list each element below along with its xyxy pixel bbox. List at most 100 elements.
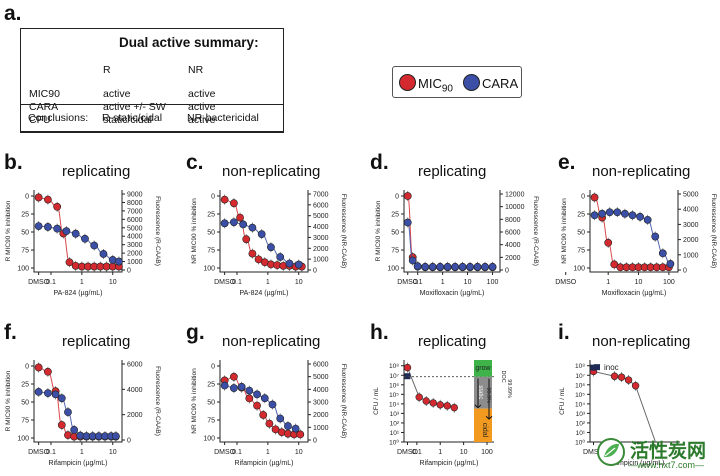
summary-row-nr: active	[188, 101, 216, 113]
cfu-point	[436, 401, 444, 409]
y-tick-label: 75	[207, 248, 215, 255]
cara-point	[605, 208, 614, 217]
y-tick-label: 25	[577, 212, 585, 219]
summary-col-r: R	[103, 64, 111, 76]
mic90-point	[43, 367, 52, 376]
y-tick-label: 100	[17, 266, 29, 273]
cara-point	[651, 232, 660, 241]
y-tick-label: 10⁸	[575, 363, 585, 370]
axis-frame	[589, 360, 680, 443]
cara-point	[466, 262, 474, 271]
y-tick-label: 25	[391, 212, 399, 219]
panel-label-d: d.	[370, 151, 389, 174]
y2-tick-label: 0	[127, 268, 131, 275]
axis-frame	[33, 360, 123, 443]
y-tick-label: 10⁴	[389, 401, 399, 408]
cfu-point	[429, 399, 437, 407]
cara-point	[115, 257, 123, 266]
axis-frame	[589, 190, 679, 273]
y-tick-label: 10⁰	[389, 439, 399, 447]
x-axis-label: PA-824 (µg/mL)	[53, 290, 102, 297]
cara-point	[451, 262, 460, 271]
panel-title-c: non-replicating	[222, 163, 321, 180]
y2-axis-label: Fluorescence (NR-CAAB)	[340, 364, 347, 438]
cara-point	[413, 262, 422, 271]
cara-point	[51, 390, 60, 399]
x-tick-label: 10	[109, 449, 117, 456]
cfu-point	[450, 403, 458, 412]
x-tick-label: 0.1	[232, 449, 242, 456]
grow-label: grow	[475, 365, 491, 372]
y2-tick-label: 5000	[683, 192, 699, 199]
x-tick-label: DMSO	[28, 449, 50, 456]
y-tick-label: 0	[211, 364, 215, 371]
mic90-fit-line	[594, 196, 669, 268]
cara-point	[658, 249, 667, 258]
y2-tick-label: 6000	[127, 217, 143, 224]
panel-label-f: f.	[4, 321, 17, 344]
summary-conclusion-label: Conclusions:	[28, 112, 89, 124]
y2-tick-label: 3000	[127, 242, 143, 249]
y2-tick-label: 4000	[683, 207, 699, 214]
y-tick-label: 10²	[390, 420, 400, 427]
y2-tick-label: 2000	[127, 412, 143, 419]
y2-tick-label: 8000	[505, 217, 521, 224]
cfu-point	[403, 363, 412, 372]
cara-point	[291, 424, 300, 433]
cara-point	[53, 224, 62, 233]
cara-point	[620, 209, 629, 218]
legend-mic-marker	[399, 74, 416, 91]
y-tick-label: 10⁷	[389, 373, 399, 380]
mic90-point	[34, 363, 43, 372]
cidal-label: cidal	[481, 423, 488, 438]
y-tick-label: 0	[25, 364, 29, 371]
panel-title-i: non-replicating	[592, 333, 691, 350]
y-axis-label: CFU / mL	[373, 387, 380, 415]
y-tick-label: 10⁴	[575, 401, 585, 408]
cara-point	[276, 414, 285, 423]
cara-point	[636, 212, 644, 221]
x-tick-label: 10	[295, 279, 303, 286]
x-tick-label: DMSO	[28, 279, 50, 286]
cara-point	[458, 262, 467, 271]
y2-tick-label: 3000	[313, 235, 329, 242]
x-tick-label: DMSO	[214, 279, 236, 286]
y-tick-label: 25	[21, 382, 29, 389]
panel-title-d: replicating	[418, 163, 487, 180]
y-tick-label: 10⁶	[575, 382, 585, 389]
legend: MIC90 CARA	[392, 66, 522, 98]
y2-tick-label: 2000	[683, 237, 699, 244]
y-tick-label: 75	[391, 248, 399, 255]
x-tick-label: 10	[635, 279, 643, 286]
cara-point	[245, 386, 254, 395]
x-tick-label: 0.1	[413, 279, 423, 286]
panel-title-b: replicating	[62, 163, 131, 180]
x-axis-label: Rifampicin (µg/mL)	[420, 460, 479, 467]
doc-label: DOC	[500, 371, 506, 383]
cara-point	[294, 260, 303, 269]
y2-tick-label: 7000	[127, 208, 143, 215]
y2-tick-label: 3000	[683, 222, 699, 229]
cara-point	[628, 211, 637, 220]
y2-tick-label: 1000	[313, 257, 329, 264]
grow-zone	[474, 360, 492, 377]
summary-conclusion-nr: NR-bactericidal	[187, 112, 259, 124]
y2-tick-label: 0	[683, 268, 687, 275]
x-tick-label: 1	[438, 449, 442, 456]
x-tick-label: 10	[464, 279, 472, 286]
y-tick-label: 10⁶	[389, 382, 399, 389]
mic90-point	[229, 199, 238, 208]
mic90-point	[57, 421, 66, 429]
x-tick-label: 1	[266, 449, 270, 456]
cara-point	[473, 262, 482, 271]
y-tick-label: 0	[211, 194, 215, 201]
cara-point	[268, 400, 277, 409]
y-tick-label: 0	[395, 194, 399, 201]
legend-cara-label: CARA	[482, 76, 519, 91]
pct-label-a: 99.9%	[485, 387, 491, 403]
panel-label-b: b.	[4, 151, 23, 174]
y2-tick-label: 4000	[505, 242, 521, 249]
y-tick-label: 100	[203, 436, 215, 443]
static-label: static	[477, 385, 483, 399]
panel-label-a: a.	[4, 2, 22, 25]
